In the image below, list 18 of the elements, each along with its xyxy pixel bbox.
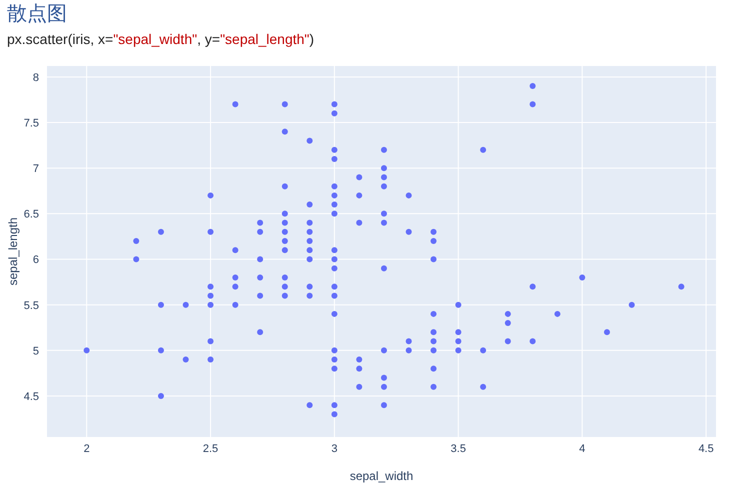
x-axis-title: sepal_width xyxy=(350,469,414,483)
y-tick-label: 8 xyxy=(32,72,39,84)
chart-title: 散点图 xyxy=(7,3,67,25)
x-tick-label: 4 xyxy=(579,443,586,455)
y-tick-label: 7 xyxy=(32,163,39,176)
y-tick-label: 5 xyxy=(32,345,39,358)
y-axis-title: sepal_length xyxy=(6,217,20,286)
chart-subtitle: px.scatter(iris, x="sepal_width", y="sepal_length") xyxy=(7,31,314,47)
y-tick-label: 7.5 xyxy=(24,118,39,130)
x-tick-label: 3.5 xyxy=(450,443,466,455)
y-tick-label: 5.5 xyxy=(24,300,39,312)
y-tick-label: 6 xyxy=(32,254,39,266)
y-tick-label: 6.5 xyxy=(24,208,39,221)
x-tick-label: 2.5 xyxy=(202,443,218,455)
x-tick-label: 2 xyxy=(84,443,90,455)
x-tick-label: 3 xyxy=(331,443,338,455)
x-tick-label: 4.5 xyxy=(698,443,714,455)
y-tick-label: 4.5 xyxy=(24,390,39,403)
